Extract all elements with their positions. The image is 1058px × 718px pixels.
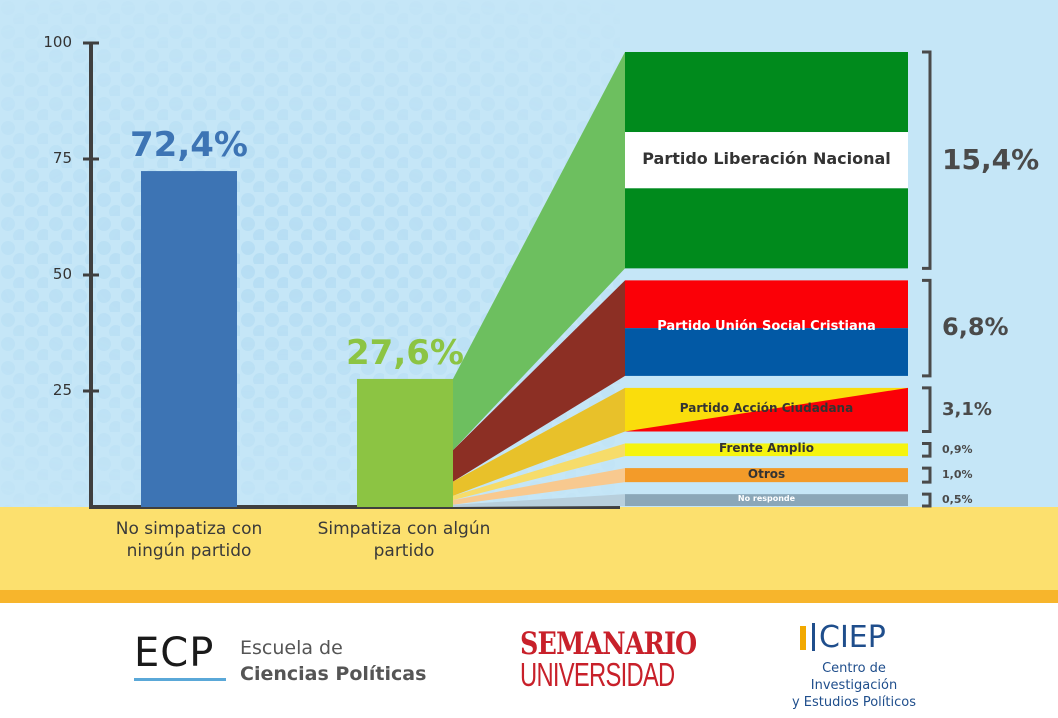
- ciep-emblem-icon: [800, 626, 806, 650]
- party-name-partido-uni-n-social-cristiana: Partido Unión Social Cristiana: [657, 319, 876, 335]
- value-label-partido-liberaci-n-nacional: 15,4%: [942, 142, 1040, 176]
- sand-stripe: [0, 590, 1058, 603]
- block-partido-liberaci-n-nacional-bottom: [625, 188, 908, 269]
- fan-partido-uni-n-social-cristiana: [453, 280, 625, 482]
- bar-simpatiza: [357, 378, 453, 507]
- value-label-frente-amplio: 0,9%: [942, 442, 973, 456]
- bracket-frente-amplio: [922, 441, 932, 458]
- ecp-logo: ECP: [134, 630, 215, 676]
- y-tick-label-50: 50: [52, 265, 72, 283]
- category-label-yes: Simpatiza con algún partido: [317, 519, 491, 561]
- block-partido-liberaci-n-nacional-middle: [625, 132, 908, 189]
- bracket-otros: [922, 466, 932, 484]
- party-name-partido-liberaci-n-nacional: Partido Liberación Nacional: [642, 148, 891, 168]
- bracket-partido-uni-n-social-cristiana: [922, 278, 932, 378]
- value-label-no-simpatiza: 72,4%: [130, 125, 248, 166]
- block-partido-acci-n-ciudadana-stripe: [625, 387, 908, 432]
- fan-no-responde: [453, 494, 625, 507]
- y-tick-label-75: 75: [52, 149, 72, 167]
- block-partido-liberaci-n-nacional-top: [625, 52, 908, 133]
- block-no-responde: [625, 494, 908, 506]
- fan-frente-amplio: [453, 443, 625, 501]
- value-label-no-responde: 0,5%: [942, 493, 973, 507]
- ciep-subtitle-line1: Centro de Investigación: [810, 661, 898, 693]
- sand-band: [0, 507, 1058, 599]
- party-name-frente-amplio: Frente Amplio: [719, 441, 814, 456]
- y-tick-label-100: 100: [43, 33, 72, 51]
- ciep-logo: CIEP: [800, 620, 886, 655]
- semanario-logo-line2: UNIVERSIDAD: [520, 656, 675, 693]
- party-name-partido-acci-n-ciudadana: Partido Acción Ciudadana: [679, 401, 854, 416]
- block-partido-uni-n-social-cristiana-bottom: [625, 328, 908, 376]
- party-name-no-responde: No responde: [737, 494, 796, 504]
- ecp-name-line2: Ciencias Políticas: [240, 663, 427, 685]
- bracket-partido-liberaci-n-nacional: [922, 50, 932, 270]
- fan-partido-acci-n-ciudadana: [453, 387, 625, 496]
- semanario-logo-line1: SEMANARIO: [520, 626, 697, 662]
- ciep-logo-bar: [812, 623, 815, 651]
- value-label-partido-acci-n-ciudadana: 3,1%: [942, 398, 992, 420]
- value-label-simpatiza: 27,6%: [346, 332, 464, 373]
- block-partido-uni-n-social-cristiana-top: [625, 280, 908, 329]
- y-tick-label-25: 25: [52, 381, 72, 399]
- bracket-partido-acci-n-ciudadana: [922, 386, 932, 433]
- block-otros: [625, 468, 908, 483]
- ecp-underline: [134, 678, 226, 681]
- fan-partido-liberaci-n-nacional: [453, 52, 625, 451]
- category-label-no: No simpatiza con ningún partido: [115, 519, 263, 561]
- party-name-otros: Otros: [747, 466, 786, 481]
- value-label-partido-uni-n-social-cristiana: 6,8%: [942, 313, 1009, 342]
- value-label-otros: 1,0%: [942, 468, 973, 482]
- ciep-subtitle-line2: y Estudios Políticos: [791, 695, 916, 710]
- bracket-no-responde: [922, 492, 932, 508]
- ciep-logo-text: CIEP: [819, 620, 886, 655]
- ecp-name-line1: Escuela de: [240, 637, 343, 659]
- footer-background: [0, 603, 1058, 718]
- fan-otros: [453, 468, 625, 505]
- bar-no-simpatiza: [141, 171, 237, 507]
- block-frente-amplio: [625, 443, 908, 457]
- ciep-subtitle: Centro de Investigación y Estudios Polít…: [784, 660, 924, 711]
